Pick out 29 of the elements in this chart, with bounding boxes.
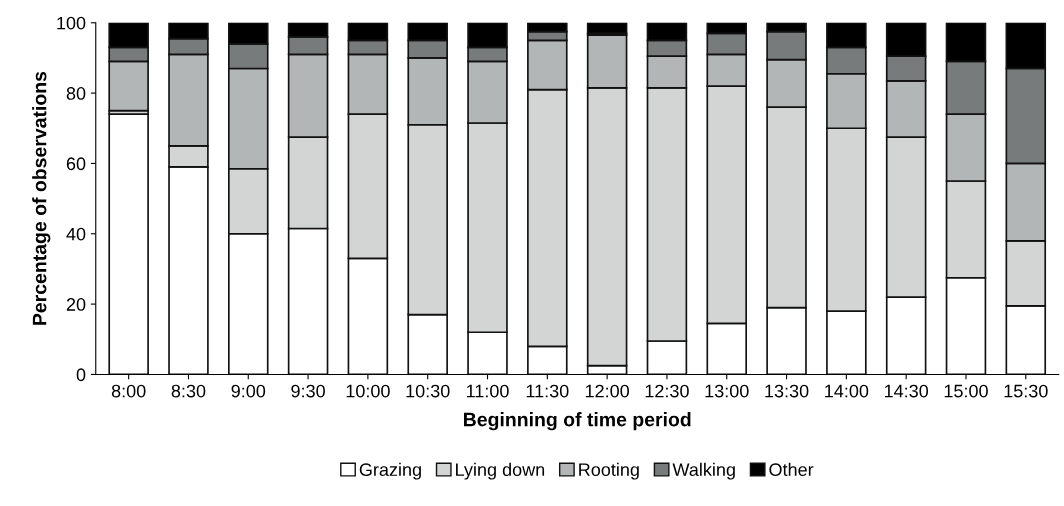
x-tick-label: 10:00	[346, 384, 390, 398]
x-axis-title: Beginning of time period	[464, 412, 691, 431]
y-tick-label: 20	[66, 298, 86, 311]
x-tick-label: 14:00	[825, 384, 869, 398]
x-tick-label: 13:00	[705, 384, 749, 398]
x-tick-label: 8:00	[111, 384, 146, 398]
legend-label: Lying down	[456, 462, 545, 480]
x-tick-label: 12:00	[585, 384, 630, 398]
y-tick-label: 0	[76, 368, 86, 382]
x-tick-label: 14:30	[884, 384, 929, 398]
legend-label: Grazing	[359, 462, 421, 480]
legend-label: Other	[769, 462, 814, 477]
x-tick-label: 12:30	[645, 384, 689, 398]
x-tick-label: 8:30	[171, 384, 206, 398]
y-tick-label: 60	[66, 157, 86, 171]
y-tick-label: 40	[66, 227, 86, 241]
y-tick-label: 100	[57, 16, 86, 30]
legend-label: Walking	[672, 462, 735, 480]
x-tick-label: 13:30	[765, 384, 809, 398]
y-tick-label: 80	[66, 87, 86, 100]
y-axis-title: Percentage of observations	[32, 71, 51, 325]
legend-label: Rooting	[579, 462, 639, 480]
x-tick-label: 15:30	[1004, 384, 1048, 398]
x-tick-label: 11:30	[526, 384, 569, 398]
x-tick-label: 10:30	[406, 384, 450, 398]
x-tick-label: 9:30	[291, 384, 325, 398]
x-tick-label: 9:00	[231, 384, 266, 398]
x-tick-label: 11:00	[466, 384, 509, 398]
x-tick-label: 15:00	[944, 384, 988, 398]
